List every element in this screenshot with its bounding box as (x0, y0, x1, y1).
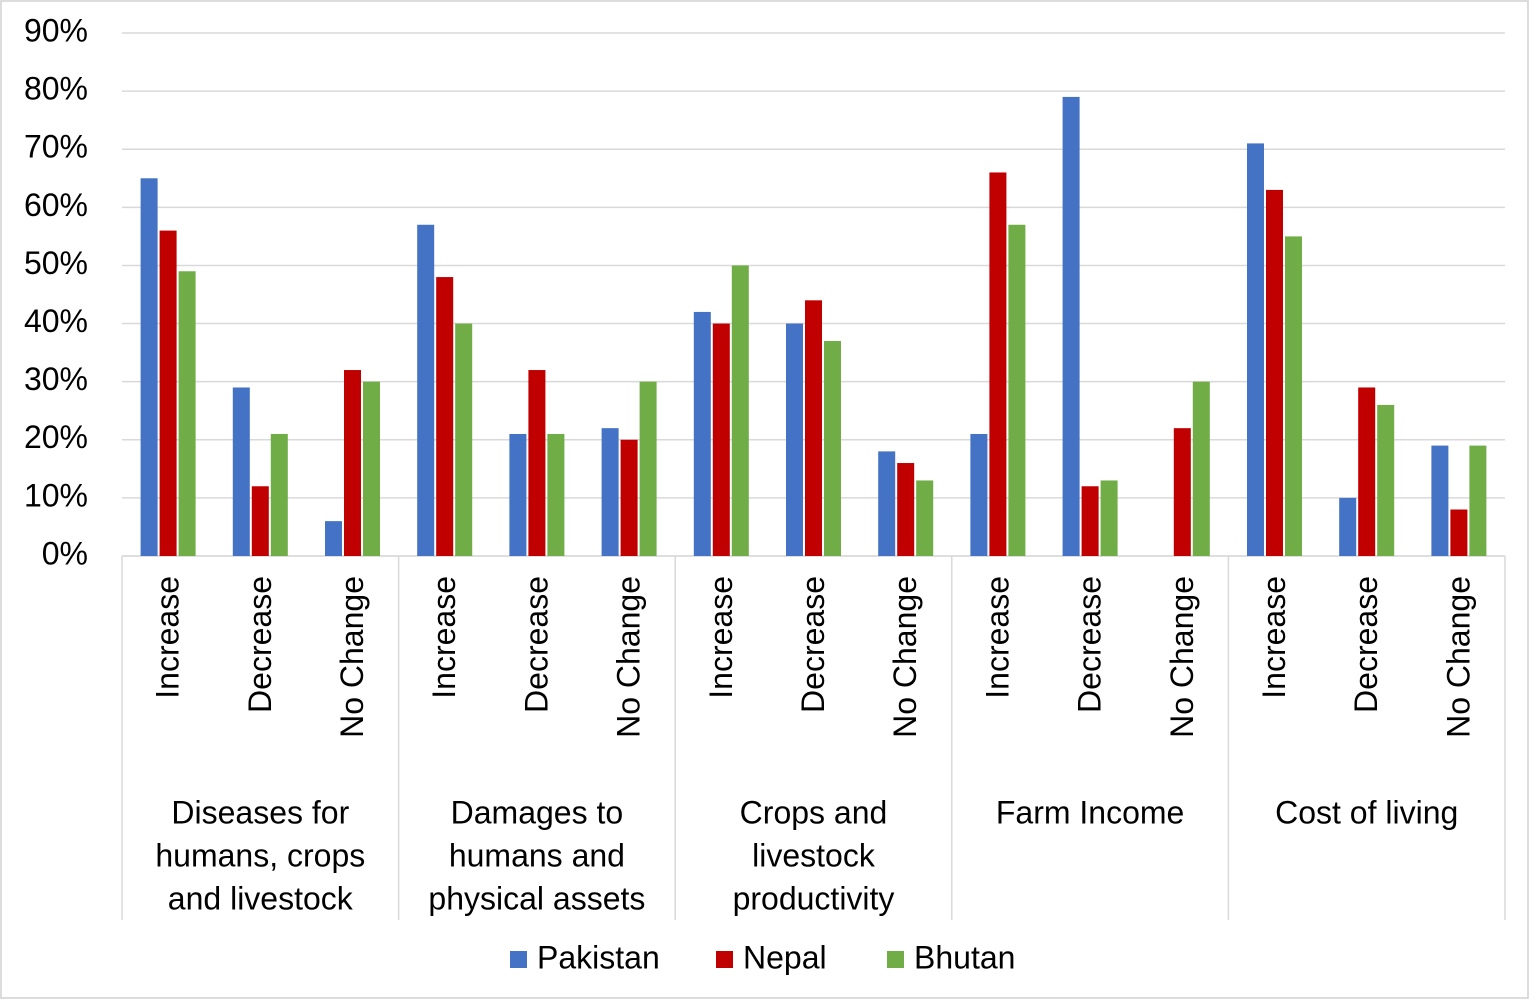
legend-label: Pakistan (537, 939, 660, 975)
bar (1192, 381, 1210, 556)
group-label: humans, crops (155, 837, 365, 873)
bar (159, 230, 177, 557)
bar (1431, 445, 1449, 556)
bar (1062, 96, 1080, 556)
bar (344, 370, 361, 556)
group-label: and livestock (168, 880, 354, 916)
x-tick-label: Decrease (518, 576, 554, 713)
x-tick-label: Increase (426, 576, 462, 699)
bar (989, 172, 1007, 556)
bar (1266, 189, 1283, 556)
bar (916, 480, 934, 556)
x-tick-label: Decrease (1348, 576, 1384, 713)
bar (970, 433, 988, 556)
legend-swatch (510, 951, 527, 968)
group-label: humans and (449, 837, 625, 873)
bar (140, 178, 158, 556)
bar (363, 381, 380, 556)
bar (1081, 486, 1099, 556)
x-tick-label: No Change (887, 576, 923, 738)
group-label: Farm Income (996, 794, 1184, 830)
bar (731, 265, 749, 556)
bar (270, 433, 288, 556)
x-tick-label: Increase (703, 576, 739, 699)
bar (178, 271, 196, 556)
x-tick-label: Decrease (1072, 576, 1108, 713)
y-tick-label: 60% (24, 187, 88, 223)
legend-swatch (887, 951, 904, 968)
bar (1377, 404, 1395, 556)
x-tick-label: Increase (1256, 576, 1292, 699)
bar (1339, 497, 1357, 556)
bar (509, 433, 527, 556)
group-label: physical assets (428, 880, 645, 916)
bar (620, 439, 638, 556)
y-tick-label: 50% (24, 245, 88, 281)
legend-label: Nepal (743, 939, 827, 975)
y-tick-label: 70% (24, 129, 88, 165)
legend-swatch (716, 951, 733, 968)
bar (786, 323, 803, 556)
bar (897, 463, 915, 556)
bar (1100, 480, 1118, 556)
x-tick-label: No Change (611, 576, 647, 738)
y-tick-label: 20% (24, 419, 88, 455)
bar (805, 300, 822, 556)
bar (325, 521, 342, 556)
bar (436, 277, 454, 556)
bar (1247, 143, 1264, 556)
group-label: Diseases for (171, 794, 349, 830)
bar (712, 323, 730, 556)
bar (1469, 445, 1487, 556)
bar (1008, 224, 1026, 556)
legend-label: Bhutan (914, 939, 1015, 975)
x-tick-label: No Change (334, 576, 370, 738)
bar (1173, 428, 1191, 556)
group-label: livestock (752, 837, 876, 873)
bar (1285, 236, 1302, 556)
bar (251, 486, 269, 556)
bar (693, 311, 711, 556)
y-tick-label: 30% (24, 361, 88, 397)
bar (878, 451, 896, 556)
bar (1450, 509, 1468, 556)
group-label: Damages to (451, 794, 624, 830)
x-tick-label: Decrease (242, 576, 278, 713)
y-tick-label: 40% (24, 303, 88, 339)
bar (601, 428, 619, 556)
group-label: productivity (733, 880, 895, 916)
group-label: Cost of living (1275, 794, 1458, 830)
bar (547, 433, 565, 556)
x-tick-label: Decrease (795, 576, 831, 713)
y-tick-label: 90% (24, 12, 88, 48)
x-tick-label: No Change (1440, 576, 1476, 738)
bar (232, 387, 250, 556)
x-tick-label: No Change (1164, 576, 1200, 738)
bar (824, 340, 841, 556)
bar (455, 323, 473, 556)
y-tick-label: 0% (42, 535, 88, 571)
bar (528, 370, 546, 556)
bar (639, 381, 657, 556)
x-tick-label: Increase (979, 576, 1015, 699)
x-tick-label: Increase (150, 576, 186, 699)
y-tick-label: 10% (24, 477, 88, 513)
group-label: Crops and (740, 794, 888, 830)
y-tick-label: 80% (24, 71, 88, 107)
bar (417, 224, 435, 556)
bar (1358, 387, 1376, 556)
